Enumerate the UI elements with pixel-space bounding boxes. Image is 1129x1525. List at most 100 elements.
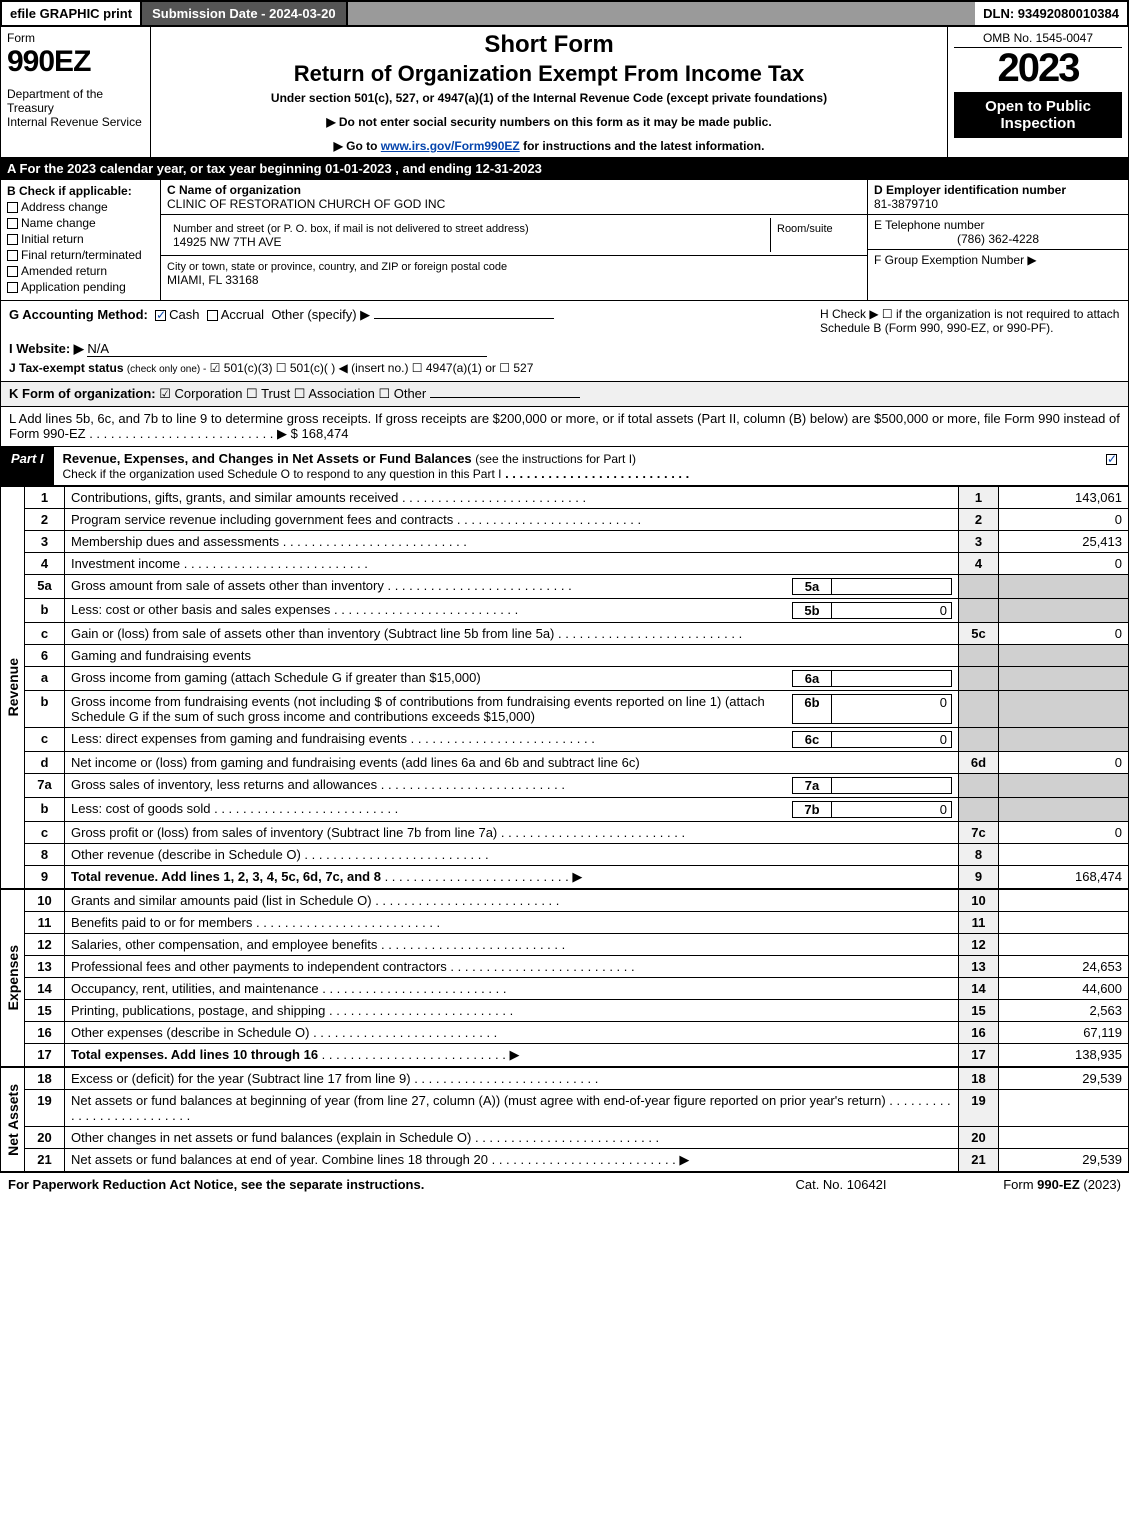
line-2-num: 2 xyxy=(25,509,65,531)
chk-name-change-label: Name change xyxy=(21,216,96,230)
line-1: 1Contributions, gifts, grants, and simil… xyxy=(25,487,1129,509)
accrual-label: Accrual xyxy=(221,307,264,322)
line-6d-col: 6d xyxy=(959,752,999,774)
chk-application-pending[interactable]: Application pending xyxy=(7,280,154,294)
line-6b-greycol xyxy=(959,691,999,728)
dots-icon xyxy=(501,466,689,481)
chk-accrual[interactable] xyxy=(207,310,218,321)
line-3-amt: 25,413 xyxy=(999,531,1129,553)
phone-value: (786) 362-4228 xyxy=(874,232,1122,246)
form-header: Form 990EZ Department of the Treasury In… xyxy=(0,27,1129,158)
chk-cash[interactable] xyxy=(155,310,166,321)
chk-amended-return[interactable]: Amended return xyxy=(7,264,154,278)
line-7c-col: 7c xyxy=(959,822,999,844)
tax-year: 2023 xyxy=(954,48,1122,88)
line-18: 18Excess or (deficit) for the year (Subt… xyxy=(25,1068,1129,1090)
footer-right: Form 990-EZ (2023) xyxy=(941,1177,1121,1192)
chk-final-return[interactable]: Final return/terminated xyxy=(7,248,154,262)
line-16-num: 16 xyxy=(25,1022,65,1044)
line-6b-subamt: 0 xyxy=(832,694,952,724)
line-6a-subamt xyxy=(832,670,952,687)
line-3-num: 3 xyxy=(25,531,65,553)
page-footer: For Paperwork Reduction Act Notice, see … xyxy=(0,1172,1129,1196)
line-1-desc: Contributions, gifts, grants, and simila… xyxy=(71,490,398,505)
department-label: Department of the Treasury Internal Reve… xyxy=(7,87,144,129)
line-6c-sub: 6c xyxy=(792,731,832,748)
line-12-num: 12 xyxy=(25,934,65,956)
other-specify-line xyxy=(374,318,554,319)
line-20: 20Other changes in net assets or fund ba… xyxy=(25,1127,1129,1149)
line-6a-num: a xyxy=(25,667,65,691)
line-7a-subamt xyxy=(832,777,952,794)
line-6-greyamt xyxy=(999,645,1129,667)
chk-address-change[interactable]: Address change xyxy=(7,200,154,214)
org-name-block: C Name of organization CLINIC OF RESTORA… xyxy=(161,180,867,215)
tax-exempt-sub: (check only one) - xyxy=(127,364,206,375)
line-19-col: 19 xyxy=(959,1090,999,1127)
line-8-col: 8 xyxy=(959,844,999,866)
line-9-amt: 168,474 xyxy=(999,866,1129,889)
line-12: 12Salaries, other compensation, and empl… xyxy=(25,934,1129,956)
line-7c-num: c xyxy=(25,822,65,844)
line-19-desc: Net assets or fund balances at beginning… xyxy=(71,1093,886,1108)
line-18-desc: Excess or (deficit) for the year (Subtra… xyxy=(71,1071,411,1086)
dots-icon xyxy=(89,426,273,441)
line-3-desc: Membership dues and assessments xyxy=(71,534,279,549)
group-exemption-label: F Group Exemption Number xyxy=(874,253,1024,267)
header-left: Form 990EZ Department of the Treasury In… xyxy=(1,27,151,157)
line-5a-subamt xyxy=(832,578,952,595)
line-8: 8Other revenue (describe in Schedule O)8 xyxy=(25,844,1129,866)
return-title: Return of Organization Exempt From Incom… xyxy=(161,61,937,87)
line-19: 19 Net assets or fund balances at beginni… xyxy=(25,1090,1129,1127)
chk-final-return-label: Final return/terminated xyxy=(21,248,142,262)
line-7b-num: b xyxy=(25,798,65,822)
dln-label: DLN: 93492080010384 xyxy=(975,2,1127,25)
part-i-checkbox[interactable] xyxy=(1106,454,1117,465)
line-6d-desc: Net income or (loss) from gaming and fun… xyxy=(65,752,959,774)
line-6a: aGross income from gaming (attach Schedu… xyxy=(25,667,1129,691)
line-19-num: 19 xyxy=(25,1090,65,1127)
line-5a-greyamt xyxy=(999,575,1129,599)
line-5b: bLess: cost or other basis and sales exp… xyxy=(25,599,1129,623)
line-16-col: 16 xyxy=(959,1022,999,1044)
line-19-amt xyxy=(999,1090,1129,1127)
line-18-amt: 29,539 xyxy=(999,1068,1129,1090)
netassets-label-text: Net Assets xyxy=(5,1084,21,1156)
line-11-desc: Benefits paid to or for members xyxy=(71,915,252,930)
line-6-greycol xyxy=(959,645,999,667)
line-8-num: 8 xyxy=(25,844,65,866)
chk-name-change[interactable]: Name change xyxy=(7,216,154,230)
line-15-desc: Printing, publications, postage, and shi… xyxy=(71,1003,325,1018)
expenses-table: 10Grants and similar amounts paid (list … xyxy=(24,889,1129,1067)
line-21: 21Net assets or fund balances at end of … xyxy=(25,1149,1129,1172)
row-l-amount: $ 168,474 xyxy=(291,426,349,441)
line-6c-num: c xyxy=(25,728,65,752)
room-label: Room/suite xyxy=(777,223,833,235)
efile-label[interactable]: efile GRAPHIC print xyxy=(2,2,142,25)
top-bar: efile GRAPHIC print Submission Date - 20… xyxy=(0,0,1129,27)
ssn-warning: ▶ Do not enter social security numbers o… xyxy=(161,115,937,129)
part-i-header: Part I Revenue, Expenses, and Changes in… xyxy=(0,447,1129,486)
row-j: J Tax-exempt status (check only one) - ☑… xyxy=(9,361,1120,375)
line-5b-subamt: 0 xyxy=(832,602,952,619)
line-5b-greyamt xyxy=(999,599,1129,623)
chk-address-change-label: Address change xyxy=(21,200,108,214)
line-5c-desc: Gain or (loss) from sale of assets other… xyxy=(71,626,554,641)
line-7a-sub: 7a xyxy=(792,777,832,794)
chk-initial-return[interactable]: Initial return xyxy=(7,232,154,246)
line-14-col: 14 xyxy=(959,978,999,1000)
line-17-amt: 138,935 xyxy=(999,1044,1129,1067)
line-7a-desc: Gross sales of inventory, less returns a… xyxy=(71,777,377,792)
revenue-table: 1Contributions, gifts, grants, and simil… xyxy=(24,486,1129,889)
irs-link[interactable]: www.irs.gov/Form990EZ xyxy=(381,139,520,153)
expenses-label-text: Expenses xyxy=(5,945,21,1010)
line-2-amt: 0 xyxy=(999,509,1129,531)
line-7b-subamt: 0 xyxy=(832,801,952,818)
line-4-num: 4 xyxy=(25,553,65,575)
line-11-col: 11 xyxy=(959,912,999,934)
goto-pre: ▶ Go to xyxy=(334,139,381,153)
line-13-desc: Professional fees and other payments to … xyxy=(71,959,447,974)
line-9-col: 9 xyxy=(959,866,999,889)
line-4-amt: 0 xyxy=(999,553,1129,575)
line-21-col: 21 xyxy=(959,1149,999,1172)
